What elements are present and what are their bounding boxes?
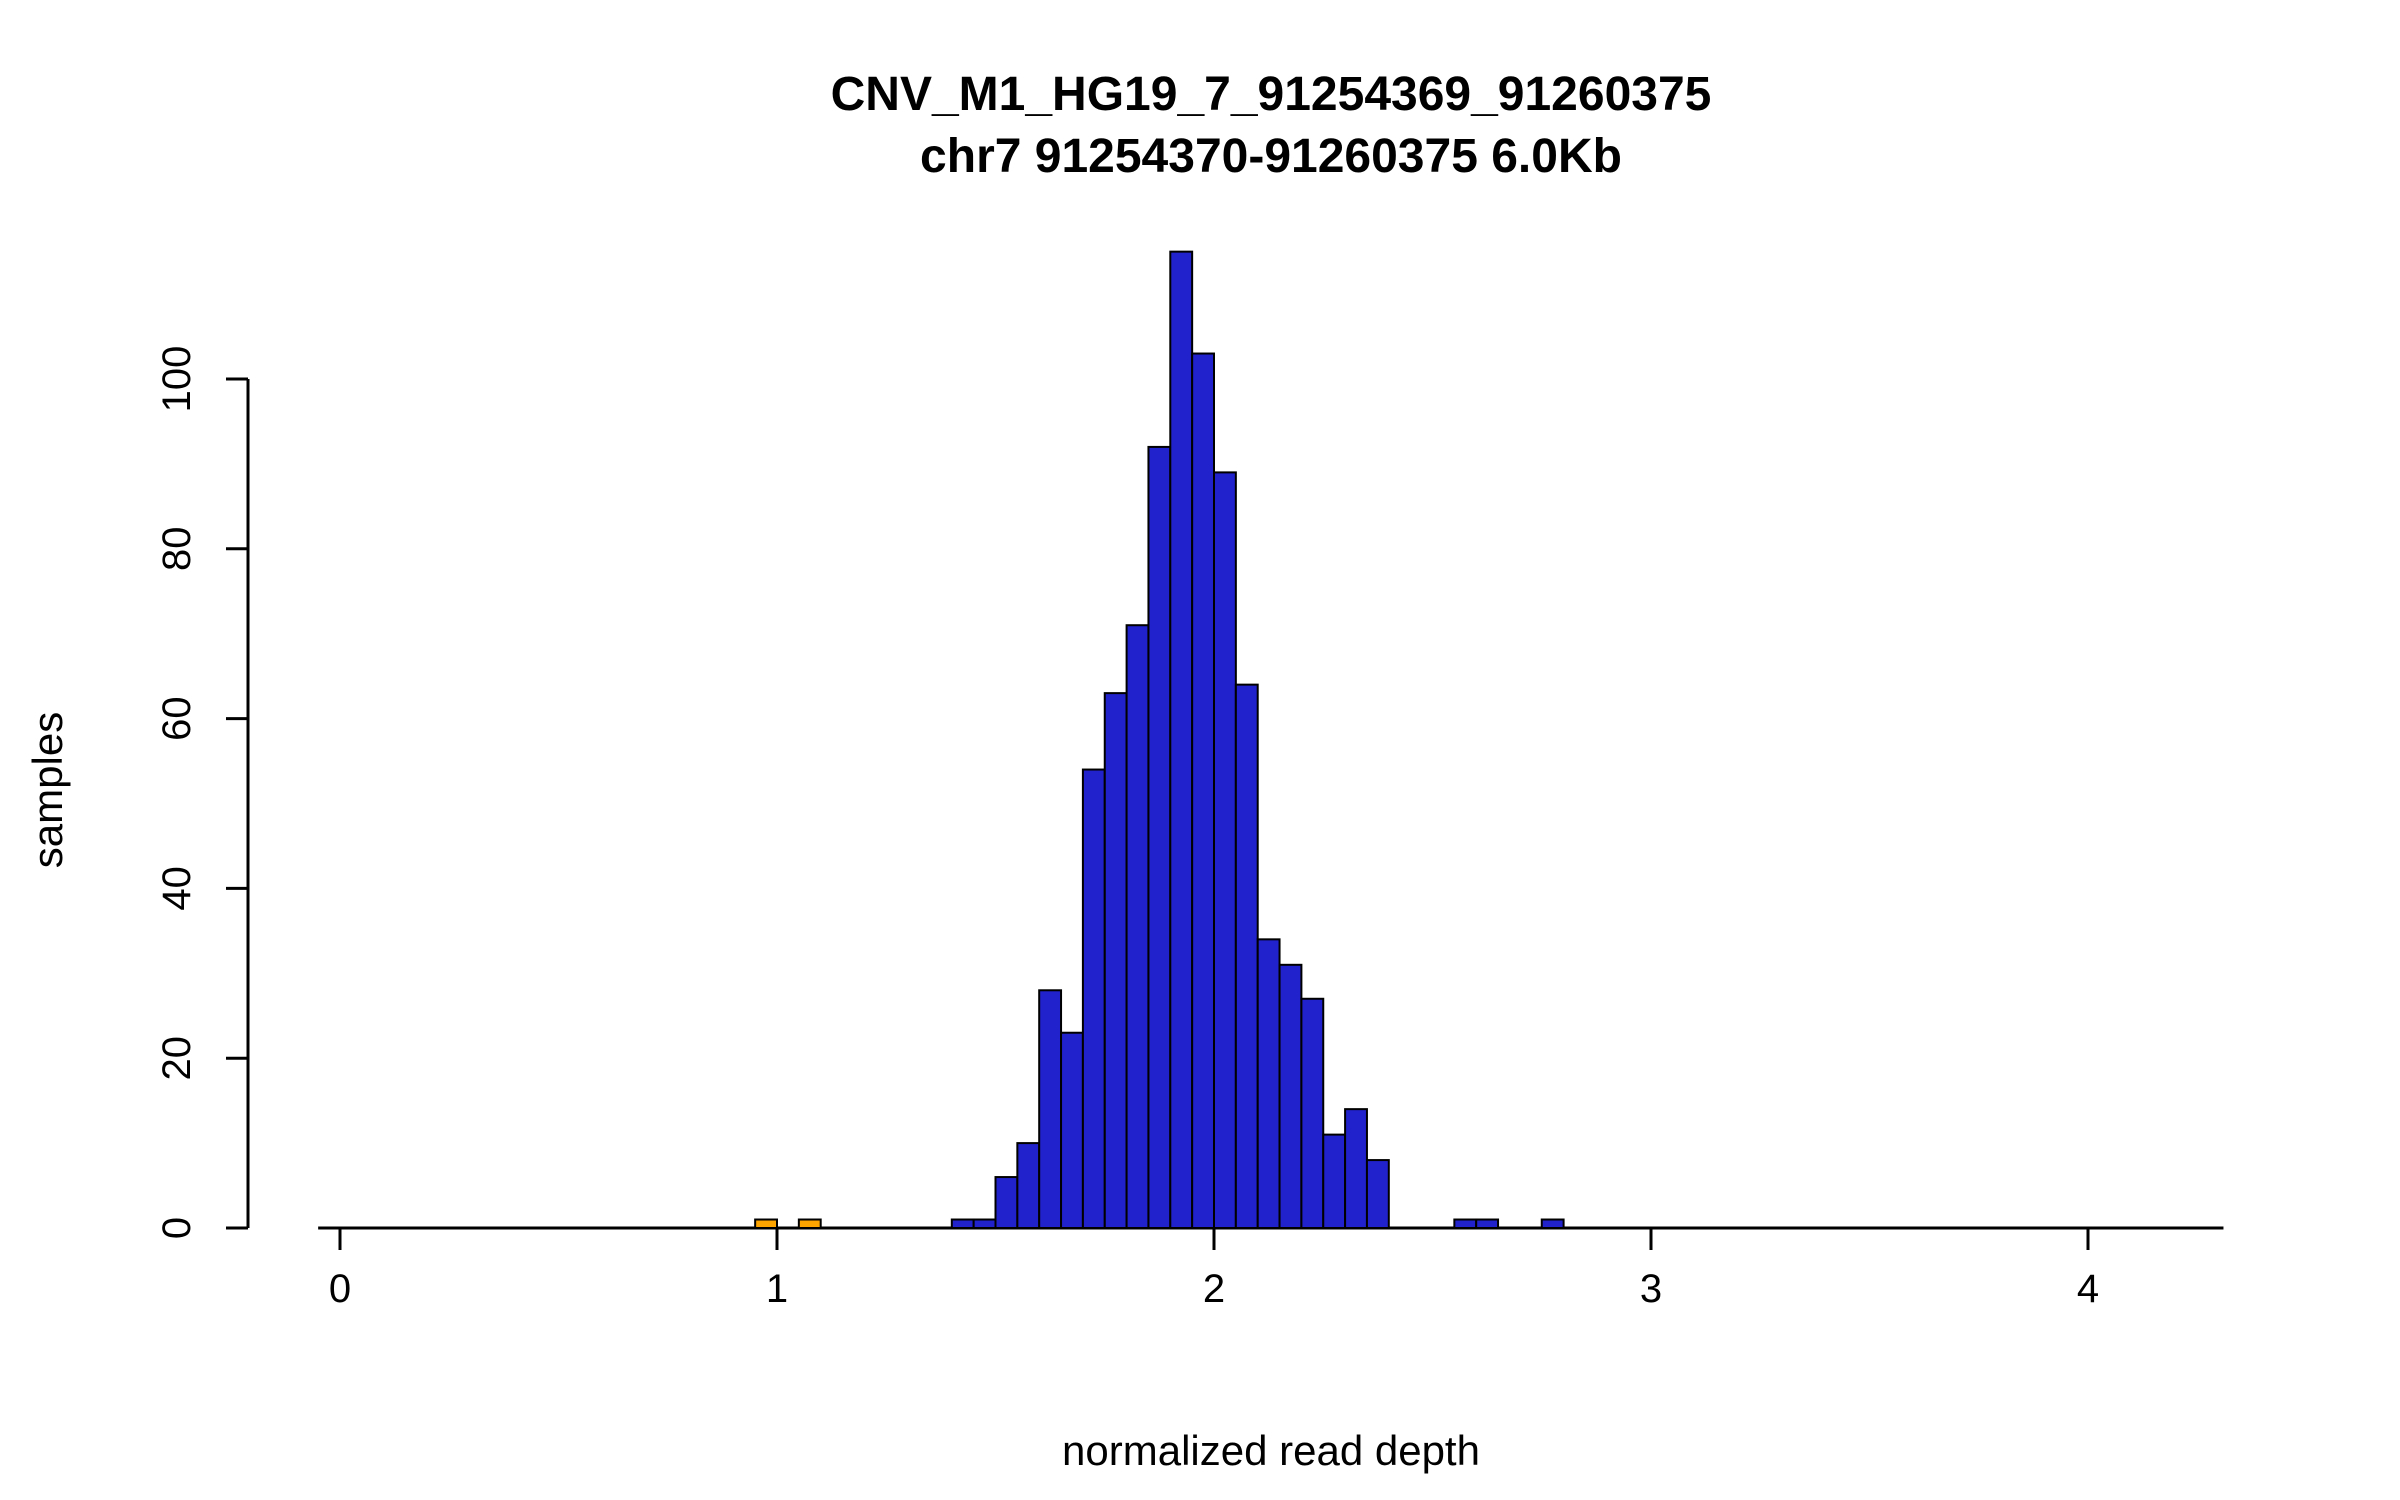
y-tick-label: 40 bbox=[155, 866, 199, 911]
histogram-bar bbox=[1278, 963, 1303, 1229]
histogram-bar bbox=[1300, 997, 1325, 1230]
x-axis-title: normalized read depth bbox=[1062, 1427, 1480, 1474]
histogram-bar bbox=[1365, 1159, 1390, 1229]
histogram-bar bbox=[797, 1218, 822, 1230]
histogram-bar bbox=[972, 1218, 997, 1230]
histogram-bar bbox=[1344, 1108, 1368, 1230]
histogram-bar bbox=[1081, 768, 1106, 1229]
chart-title-line1: CNV_M1_HG19_7_91254369_91260375 bbox=[831, 68, 1712, 121]
histogram-bar bbox=[1125, 624, 1150, 1229]
x-tick-label: 1 bbox=[766, 1267, 788, 1311]
x-tick-label: 2 bbox=[1203, 1267, 1225, 1311]
histogram-bar bbox=[1453, 1218, 1478, 1230]
y-tick-label: 20 bbox=[155, 1036, 199, 1081]
histogram-bar bbox=[1234, 683, 1259, 1229]
histogram-bar bbox=[1213, 471, 1237, 1229]
histogram-bar bbox=[1191, 352, 1216, 1229]
histogram-bar bbox=[950, 1218, 975, 1230]
histogram-bar bbox=[1016, 1142, 1041, 1229]
histogram-bar bbox=[1147, 445, 1172, 1230]
histogram-bar bbox=[754, 1218, 779, 1230]
y-tick-label: 0 bbox=[155, 1217, 199, 1239]
histogram-bar bbox=[1169, 250, 1194, 1229]
histogram-bar bbox=[1038, 989, 1063, 1230]
histogram-bar bbox=[1060, 1031, 1084, 1229]
histogram-bar bbox=[1540, 1218, 1565, 1230]
y-tick-label: 100 bbox=[155, 346, 199, 413]
x-tick-label: 4 bbox=[2077, 1267, 2099, 1311]
histogram-bar bbox=[1103, 692, 1128, 1229]
histogram-bar bbox=[1322, 1133, 1347, 1229]
histogram-bar bbox=[1475, 1218, 1500, 1230]
x-tick-label: 0 bbox=[329, 1267, 351, 1311]
chart-title-line2: chr7 91254370-91260375 6.0Kb bbox=[920, 130, 1622, 183]
y-tick-label: 60 bbox=[155, 696, 199, 741]
histogram-bar bbox=[994, 1176, 1019, 1230]
y-axis-title: samples bbox=[24, 712, 71, 868]
y-tick-label: 80 bbox=[155, 527, 199, 572]
histogram-bar bbox=[1256, 938, 1281, 1230]
x-tick-label: 3 bbox=[1640, 1267, 1662, 1311]
